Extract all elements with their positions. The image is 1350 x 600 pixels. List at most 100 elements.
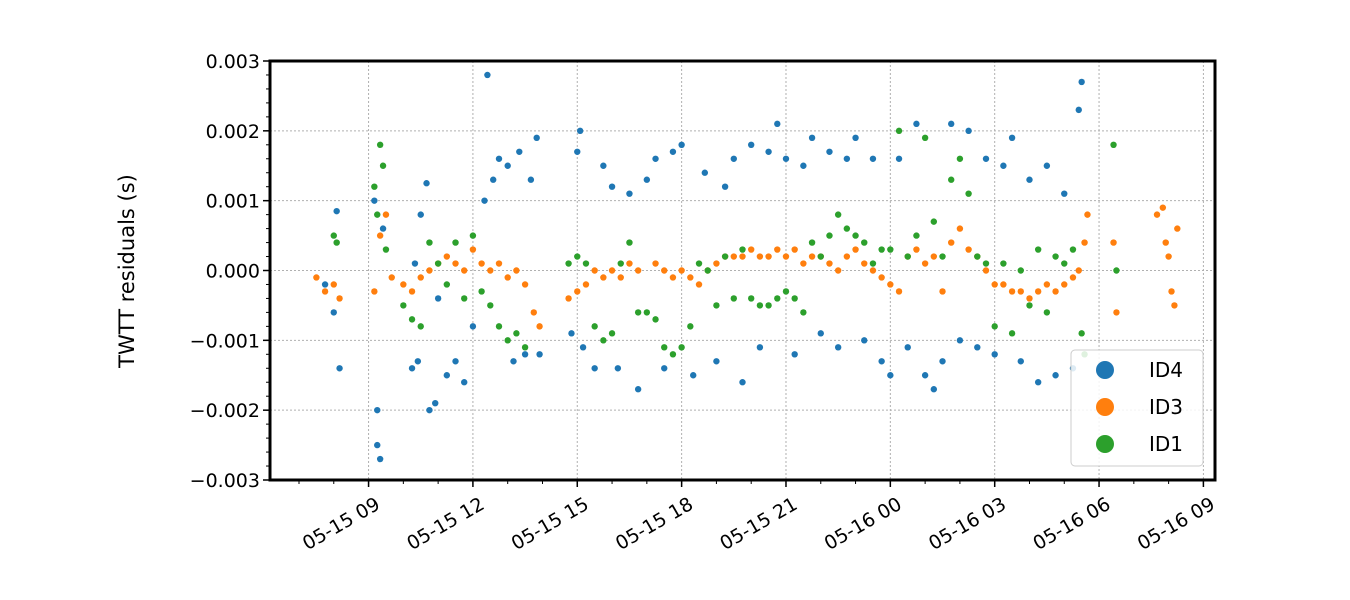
point-id3 xyxy=(452,260,459,267)
point-id3 xyxy=(991,281,998,288)
point-id3 xyxy=(574,288,581,295)
point-id1 xyxy=(721,253,729,260)
point-id4 xyxy=(371,197,378,204)
x-tick-label: 05-16 00 xyxy=(821,493,906,555)
point-id3 xyxy=(408,288,416,295)
x-tick-label: 05-15 21 xyxy=(716,493,801,555)
point-id1 xyxy=(843,225,851,232)
point-id4 xyxy=(1052,372,1059,379)
point-id1 xyxy=(678,344,685,351)
y-tick-label: 0.003 xyxy=(206,51,260,73)
point-id3 xyxy=(487,267,494,274)
point-id1 xyxy=(513,330,520,337)
point-id3 xyxy=(765,253,772,260)
point-id4 xyxy=(678,141,685,148)
point-id4 xyxy=(643,176,651,183)
point-id4 xyxy=(956,337,964,344)
point-id3 xyxy=(730,253,738,260)
point-id3 xyxy=(1113,309,1120,316)
point-id4 xyxy=(600,162,607,169)
point-id3 xyxy=(1026,295,1033,302)
point-id1 xyxy=(939,253,946,260)
point-id3 xyxy=(895,288,903,295)
point-id1 xyxy=(878,246,885,253)
point-id4 xyxy=(576,127,584,135)
point-id4 xyxy=(574,148,581,155)
point-id4 xyxy=(423,180,430,187)
point-id3 xyxy=(852,246,859,253)
axes: 05-15 09 05-15 12 05-15 15 05-15 18 05-15 21… xyxy=(190,51,1219,555)
point-id1 xyxy=(826,232,833,239)
point-id3 xyxy=(608,267,616,274)
point-id4 xyxy=(982,155,990,162)
point-id1 xyxy=(591,323,598,330)
point-id4 xyxy=(895,155,903,162)
point-id1 xyxy=(800,309,807,316)
point-id4 xyxy=(878,358,885,365)
point-id1 xyxy=(487,302,494,309)
point-id4 xyxy=(730,155,738,162)
point-id4 xyxy=(834,344,842,351)
point-id3 xyxy=(495,260,503,267)
point-id1 xyxy=(991,323,998,330)
point-id1 xyxy=(626,239,633,246)
point-id3 xyxy=(1034,288,1042,295)
point-id4 xyxy=(817,330,824,337)
point-id3 xyxy=(713,260,720,267)
point-id3 xyxy=(582,281,590,288)
point-id4 xyxy=(495,155,503,162)
point-id4 xyxy=(333,207,340,215)
point-id1 xyxy=(895,127,903,135)
point-id3 xyxy=(834,267,842,274)
point-id4 xyxy=(510,358,517,365)
point-id3 xyxy=(313,274,320,281)
point-id4 xyxy=(374,441,381,449)
point-id4 xyxy=(774,120,781,128)
point-id4 xyxy=(568,330,575,337)
point-id3 xyxy=(843,253,851,260)
point-id4 xyxy=(800,162,807,169)
y-axis-title: TWTT residuals (s) xyxy=(115,174,139,369)
point-id1 xyxy=(652,316,659,323)
point-id4 xyxy=(527,176,535,183)
point-id1 xyxy=(330,232,337,239)
point-id4 xyxy=(1000,162,1007,169)
point-id4 xyxy=(1078,78,1085,86)
point-id4 xyxy=(521,351,529,358)
point-id4 xyxy=(974,344,981,351)
point-id4 xyxy=(414,358,422,365)
point-id4 xyxy=(1026,176,1033,183)
point-id1 xyxy=(408,316,416,323)
point-id1 xyxy=(965,190,972,197)
point-id4 xyxy=(516,148,523,155)
point-id1 xyxy=(974,253,981,260)
point-id4 xyxy=(321,281,329,288)
point-id4 xyxy=(791,351,798,358)
legend-label-id3: ID3 xyxy=(1149,395,1183,419)
point-id3 xyxy=(400,281,407,288)
point-id1 xyxy=(834,211,842,218)
point-id3 xyxy=(1171,302,1178,309)
point-id1 xyxy=(382,246,390,253)
point-id3 xyxy=(652,260,659,267)
y-tick-label: −0.002 xyxy=(190,400,260,422)
point-id1 xyxy=(608,330,616,337)
point-id3 xyxy=(826,260,833,267)
point-id4 xyxy=(426,406,433,414)
point-id4 xyxy=(843,155,851,162)
point-id4 xyxy=(533,134,540,142)
point-id1 xyxy=(1110,141,1117,148)
point-id4 xyxy=(782,155,790,162)
point-id3 xyxy=(800,260,807,267)
point-id1 xyxy=(582,260,590,267)
point-id1 xyxy=(1052,253,1059,260)
point-id4 xyxy=(490,176,497,183)
point-id4 xyxy=(930,386,938,393)
point-id1 xyxy=(852,232,859,239)
point-id1 xyxy=(747,295,755,302)
point-id3 xyxy=(617,274,624,281)
point-id1 xyxy=(600,337,607,344)
point-id1 xyxy=(469,232,477,239)
point-id4 xyxy=(1061,190,1068,197)
point-id4 xyxy=(713,358,720,365)
